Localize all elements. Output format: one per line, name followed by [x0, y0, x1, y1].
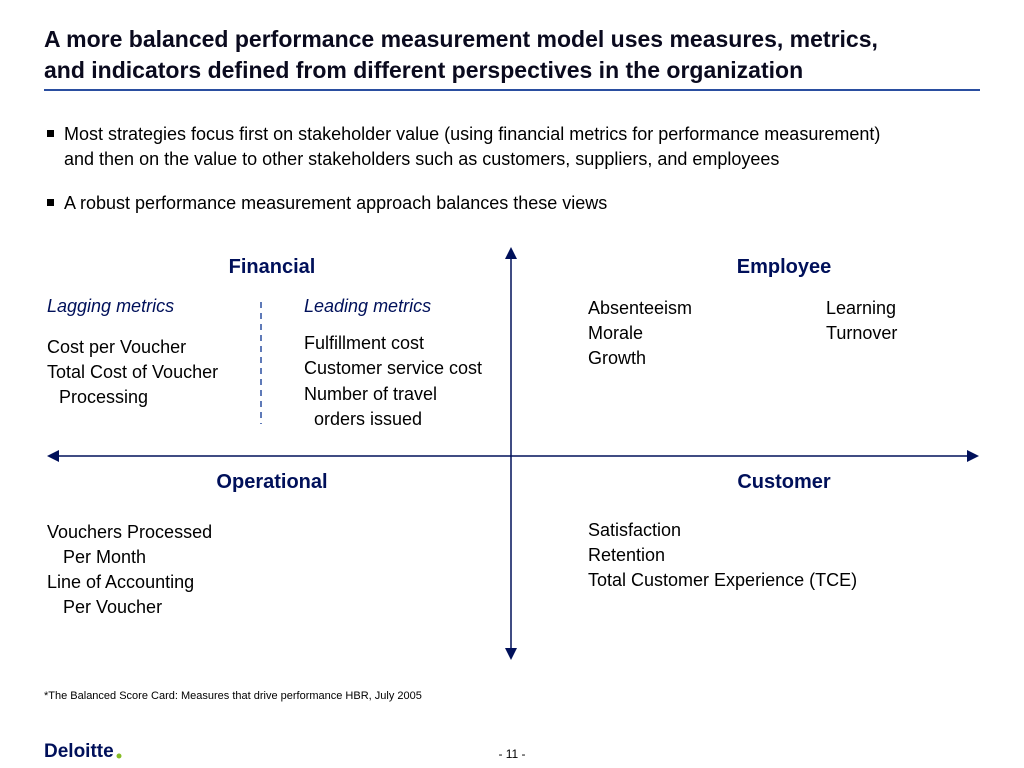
metric: Satisfaction	[588, 520, 682, 540]
page-number: - 11 -	[498, 747, 526, 761]
logo-dot	[116, 753, 122, 759]
metric: Retention	[588, 545, 666, 565]
metric: orders issued	[314, 409, 423, 429]
quadrant-title: Operational	[216, 471, 328, 493]
metric: Learning	[826, 298, 897, 318]
bullet-text: A robust performance measurement approac…	[64, 193, 608, 213]
bullet-marker	[47, 199, 54, 206]
bullet-marker	[47, 130, 54, 137]
metric: Processing	[59, 387, 149, 407]
quadrant-title: Financial	[228, 256, 316, 278]
metric: Turnover	[826, 323, 898, 343]
quadrant-title: Customer	[737, 471, 831, 493]
metric: Per Month	[63, 547, 147, 567]
subheading: Lagging metrics	[47, 296, 175, 316]
title: A more balanced performance measurement …	[44, 26, 878, 52]
bullet-text: Most strategies focus first on stakehold…	[64, 124, 881, 144]
logo: Deloitte	[44, 741, 114, 762]
metric: Vouchers Processed	[47, 522, 213, 542]
quadrant-title: Employee	[736, 256, 832, 278]
metric: Growth	[588, 348, 647, 368]
metric: Customer service cost	[304, 358, 483, 378]
title: and indicators defined from different pe…	[44, 57, 804, 83]
metric: Fulfillment cost	[304, 333, 425, 353]
metric: Per Voucher	[63, 597, 163, 617]
metric: Total Customer Experience (TCE)	[588, 570, 858, 590]
metric: Line of Accounting	[47, 572, 195, 592]
subheading: Leading metrics	[304, 296, 432, 316]
metric: Morale	[588, 323, 644, 343]
bullet-text: and then on the value to other stakehold…	[64, 149, 780, 169]
metric: Number of travel	[304, 384, 438, 404]
metric: Total Cost of Voucher	[47, 362, 219, 382]
footnote: *The Balanced Score Card: Measures that …	[44, 690, 422, 702]
metric: Cost per Voucher	[47, 337, 187, 357]
metric: Absenteeism	[588, 298, 693, 318]
